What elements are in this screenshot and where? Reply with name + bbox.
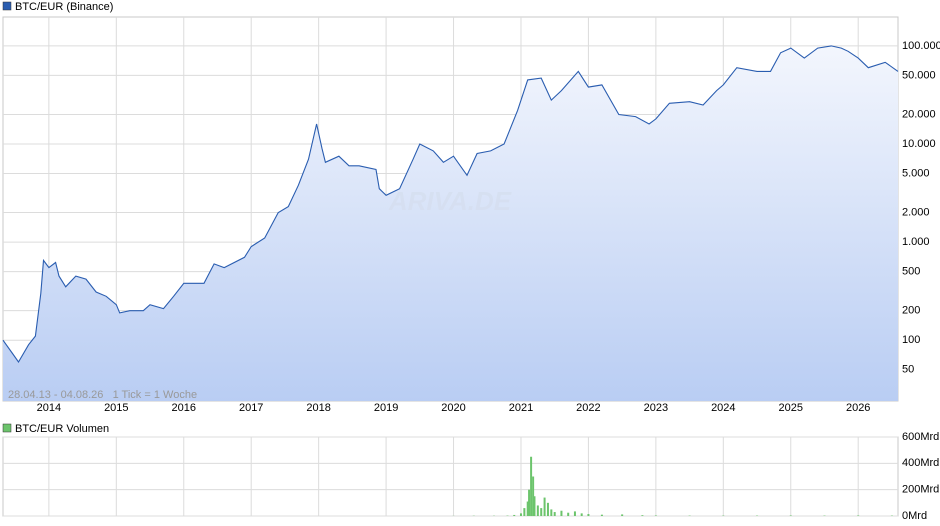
- volume-bar: [641, 515, 644, 516]
- volume-bar: [528, 489, 531, 516]
- volume-bar: [560, 510, 563, 516]
- x-tick-label: 2024: [711, 402, 735, 414]
- volume-bar: [513, 514, 516, 516]
- volume-bar: [573, 511, 576, 516]
- volume-bar: [526, 501, 529, 516]
- x-tick-label: 2026: [846, 402, 870, 414]
- x-tick-label: 2023: [644, 402, 668, 414]
- volume-bar: [523, 508, 526, 516]
- volume-bar: [519, 513, 522, 516]
- x-tick-label: 2015: [104, 402, 128, 414]
- y-tick-label: 50: [902, 364, 914, 376]
- volume-frame: [2, 436, 899, 517]
- volume-bar: [550, 509, 553, 516]
- y-tick-label: 500: [902, 266, 920, 278]
- y-tick-label: 20.000: [902, 108, 936, 120]
- watermark: ARIVA.DE: [388, 186, 512, 216]
- y-tick-label: 2.000: [902, 206, 930, 218]
- volume-bar: [587, 514, 590, 516]
- y-tick-label: 200Mrd: [902, 484, 939, 496]
- x-tick-label: 2017: [239, 402, 263, 414]
- volume-bar: [857, 515, 860, 516]
- x-tick-label: 2022: [576, 402, 600, 414]
- y-tick-label: 5.000: [902, 167, 930, 179]
- x-tick-label: 2020: [441, 402, 465, 414]
- legend-label: BTC/EUR (Binance): [15, 1, 113, 13]
- y-tick-label: 400Mrd: [902, 457, 939, 469]
- annotation: 28.04.13 - 04.08.26 1 Tick = 1 Woche: [8, 389, 197, 401]
- volume-bar: [789, 515, 792, 516]
- y-tick-label: 100.000: [902, 40, 940, 52]
- volume-bar: [580, 513, 583, 516]
- volume-bar: [540, 508, 543, 516]
- price-line: [2, 45, 899, 364]
- x-tick-label: 2014: [37, 402, 61, 414]
- x-tick-label: 2019: [374, 402, 398, 414]
- x-tick-label: 2025: [779, 402, 803, 414]
- volume-bar: [600, 514, 603, 516]
- x-tick-label: 2016: [172, 402, 196, 414]
- volume-bar: [532, 476, 535, 516]
- volume-bar: [621, 514, 624, 516]
- x-tick-label: 2018: [306, 402, 330, 414]
- x-tick-label: 2021: [509, 402, 533, 414]
- legend-swatch: [2, 423, 12, 433]
- y-tick-label: 1.000: [902, 236, 930, 248]
- volume-bar: [546, 502, 549, 516]
- y-tick-label: 100: [902, 334, 920, 346]
- y-tick-label: 600Mrd: [902, 431, 939, 443]
- price-area: [3, 45, 898, 402]
- y-tick-label: 50.000: [902, 69, 936, 81]
- y-tick-label: 200: [902, 305, 920, 317]
- y-tick-label: 0Mrd: [902, 510, 927, 522]
- volume-bar: [533, 496, 536, 516]
- volume-bar: [567, 512, 570, 516]
- volume-bar: [654, 515, 657, 516]
- volume-bar: [553, 512, 556, 516]
- volume-bar: [530, 456, 533, 516]
- volume-bar: [536, 505, 539, 516]
- legend-swatch: [2, 1, 12, 11]
- legend-label: BTC/EUR Volumen: [15, 423, 109, 435]
- volume-bar: [543, 497, 546, 516]
- y-tick-label: 10.000: [902, 138, 936, 150]
